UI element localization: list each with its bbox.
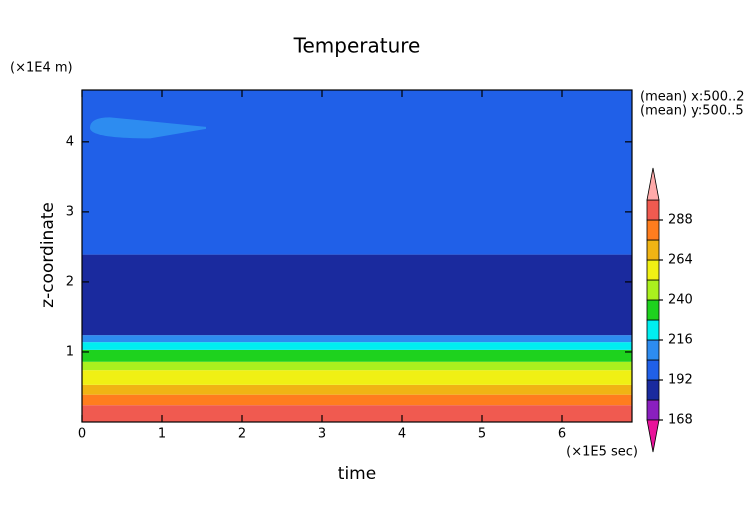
colorbar-tick-label: 240	[668, 293, 693, 308]
colorbar-segment	[646, 199, 660, 221]
y-tick-label: 4	[66, 134, 74, 149]
y-unit: (×1E4 m)	[10, 61, 73, 76]
colorbar-tick-label: 288	[668, 213, 693, 228]
colorbar-segment	[646, 359, 660, 381]
contour-band	[82, 405, 632, 422]
colorbar-segment	[646, 259, 660, 281]
colorbar-segment	[646, 219, 660, 241]
colorbar-under	[646, 419, 660, 453]
contour-band	[82, 384, 632, 395]
contour-band	[82, 394, 632, 406]
x-tick-label: 0	[78, 427, 86, 442]
chart-title: Temperature	[293, 34, 421, 58]
contour-band	[82, 342, 632, 350]
colorbar-segment	[646, 399, 660, 421]
x-tick-label: 6	[558, 427, 566, 442]
contour-patch	[90, 117, 206, 139]
y-axis-label: z-coordinate	[38, 202, 58, 308]
colorbar-segment	[646, 299, 660, 321]
contour-band	[82, 349, 632, 362]
colorbar-segment	[646, 319, 660, 341]
y-tick-label: 2	[66, 274, 74, 289]
x-tick-label: 1	[158, 427, 166, 442]
y-tick-label: 1	[66, 344, 74, 359]
x-tick-label: 2	[238, 427, 246, 442]
colorbar-segment	[646, 379, 660, 401]
contour-band	[82, 254, 632, 336]
x-axis-label: time	[338, 464, 376, 484]
colorbar-segment	[646, 239, 660, 261]
y-tick-label: 3	[66, 204, 74, 219]
plot-frame	[81, 89, 633, 423]
annotation: (mean) y:500..5	[640, 104, 744, 119]
contour-band	[82, 90, 632, 255]
x-unit: (×1E5 sec)	[566, 445, 638, 460]
annotation: (mean) x:500..2	[640, 90, 745, 105]
x-tick-label: 4	[398, 427, 406, 442]
x-tick-label: 3	[318, 427, 326, 442]
colorbar-tick-label: 192	[668, 373, 693, 388]
colorbar-segment	[646, 339, 660, 361]
contour-band	[82, 370, 632, 385]
colorbar-tick-label: 216	[668, 333, 693, 348]
colorbar-tick-label: 264	[668, 253, 693, 268]
colorbar-tick-label: 168	[668, 413, 693, 428]
contour-band	[82, 335, 632, 343]
contour-band	[82, 361, 632, 371]
colorbar-segment	[646, 279, 660, 301]
colorbar-over	[646, 167, 660, 201]
x-tick-label: 5	[478, 427, 486, 442]
